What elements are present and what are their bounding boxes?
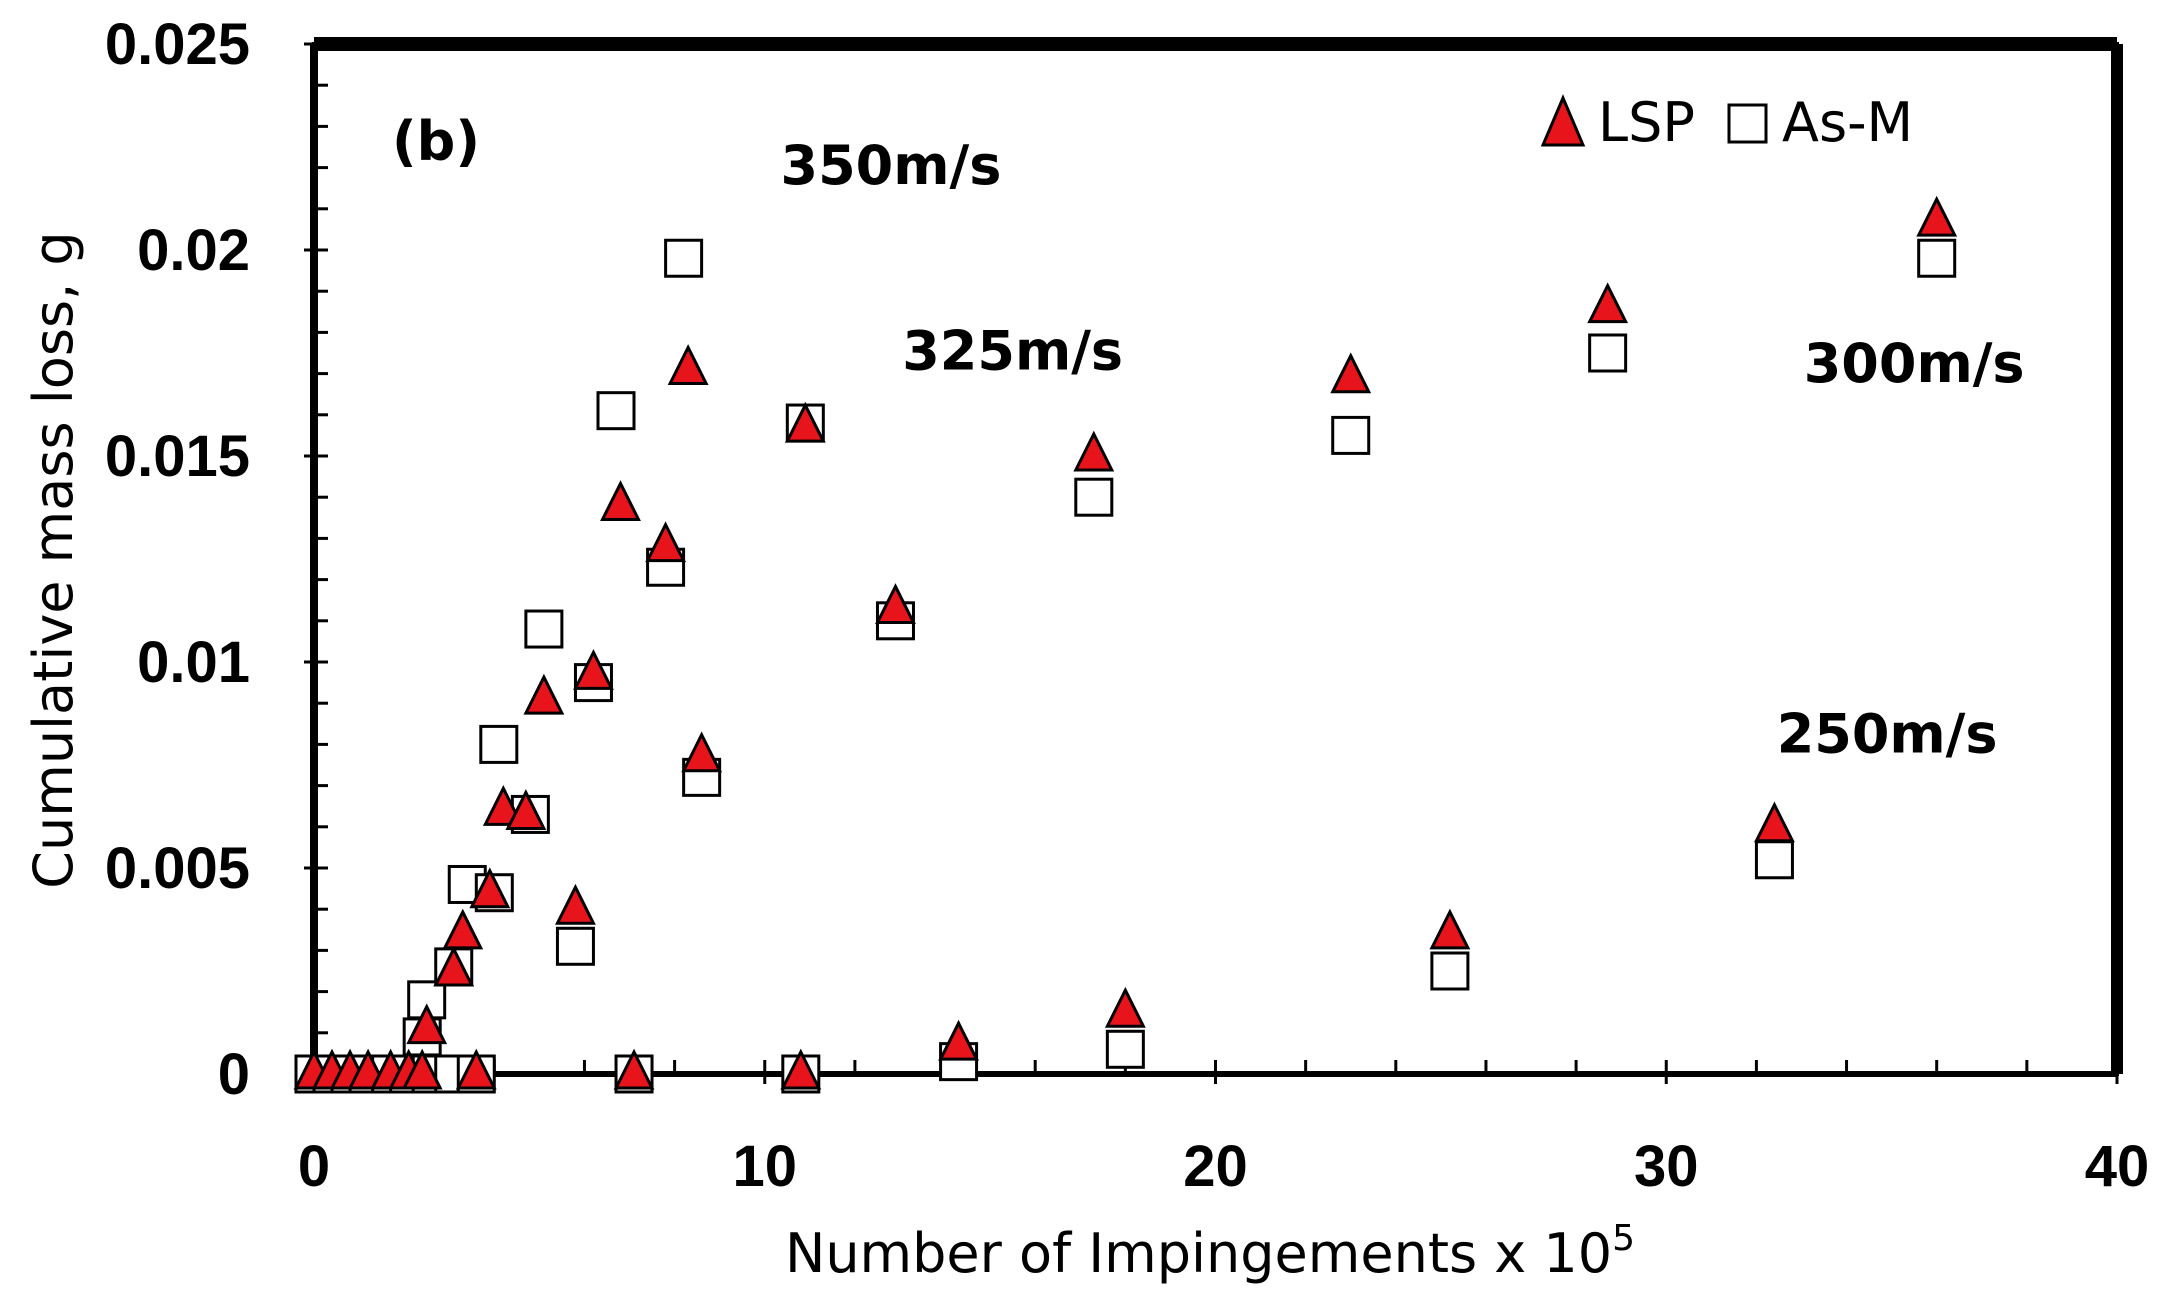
lsp-triangle-point [1754,801,1795,843]
lsp-triangle-point [613,1048,655,1090]
lsp-triangle-point [784,401,826,443]
x-tick-label: 40 [2085,1134,2150,1199]
lsp-triangle-point [523,673,565,715]
lsp-triangle-point [938,1019,979,1061]
x-tick-label: 20 [1183,1134,1248,1199]
as-m-square-point [1588,333,1628,373]
lsp-triangle-point [875,583,916,624]
lsp-triangle-point [505,789,547,830]
lsp-triangle-point [780,1048,822,1090]
speed-annotation: 250m/s [1777,703,1998,766]
lsp-triangle-point [433,945,475,987]
as-m-square-point [1430,951,1470,991]
x-tick-label: 0 [298,1134,330,1199]
lsp-triangle-point [667,344,709,385]
y-tick-label: 0.015 [105,424,250,489]
y-tick-label: 0.01 [137,630,250,695]
speed-annotation: 350m/s [781,134,1002,197]
lsp-triangle-point [401,1048,443,1090]
lsp-triangle-point [600,480,641,521]
x-axis-title-superscript: 5 [1612,1218,1635,1259]
axis-ticks [304,42,2119,1084]
as-m-square-point [524,609,564,649]
data-markers [293,195,1958,1094]
y-tick-label: 0.02 [137,218,250,283]
lsp-triangle-point [455,1048,497,1090]
lsp-triangle-point [555,883,596,925]
panel-label: (b) [392,110,480,173]
y-tick-label: 0.005 [105,836,250,901]
speed-annotation: 300m/s [1804,332,2025,395]
lsp-triangle-point [406,1003,448,1045]
as-m-square-point [555,926,595,966]
x-tick-label: 10 [732,1134,797,1199]
as-m-square-point [1331,415,1371,455]
legend: LSP As-M [1540,91,1913,154]
x-axis-title: Number of Impingements x 105 [785,1218,1635,1285]
as-m-square-point [664,238,704,278]
plot-area [312,42,2119,1076]
as-m-square-point [1074,477,1114,517]
as-m-square-point [479,724,519,764]
legend-lsp-marker [1540,94,1586,147]
legend-asm-label: As-M [1782,91,1913,154]
legend-lsp-label: LSP [1598,91,1695,154]
as-m-square-point [1754,840,1794,880]
lsp-triangle-point [1916,195,1958,237]
as-m-square-point [596,391,636,431]
lsp-triangle-point [469,867,511,909]
speed-annotation: 325m/s [902,319,1123,382]
legend-asm-marker [1727,103,1768,144]
lsp-triangle-point [1073,430,1115,472]
axis-tick-labels: 0 0.005 0.01 0.015 0.02 0.025 0 10 20 30 40 [105,12,2149,1199]
y-axis-title: Cumulative mass loss, g [22,231,85,888]
lsp-triangle-point [645,521,687,563]
x-axis-title-text: Number of Impingements x 10 [785,1222,1612,1285]
lsp-triangle-point [1587,282,1629,324]
y-tick-label: 0.025 [105,12,250,77]
annotations: 350m/s 325m/s 300m/s 250m/s [781,134,2025,766]
lsp-triangle-point [1429,908,1471,950]
lsp-triangle-point [442,908,484,950]
as-m-square-point [1105,1029,1145,1069]
lsp-triangle-point [573,649,614,690]
lsp-triangle-point [681,731,723,773]
lsp-triangle-point [482,784,524,826]
lsp-triangle-point [1104,986,1146,1028]
y-tick-label: 0 [218,1042,250,1107]
as-m-square-point [1917,238,1957,278]
lsp-triangle-point [1330,352,1372,394]
x-tick-label: 30 [1634,1134,1699,1199]
